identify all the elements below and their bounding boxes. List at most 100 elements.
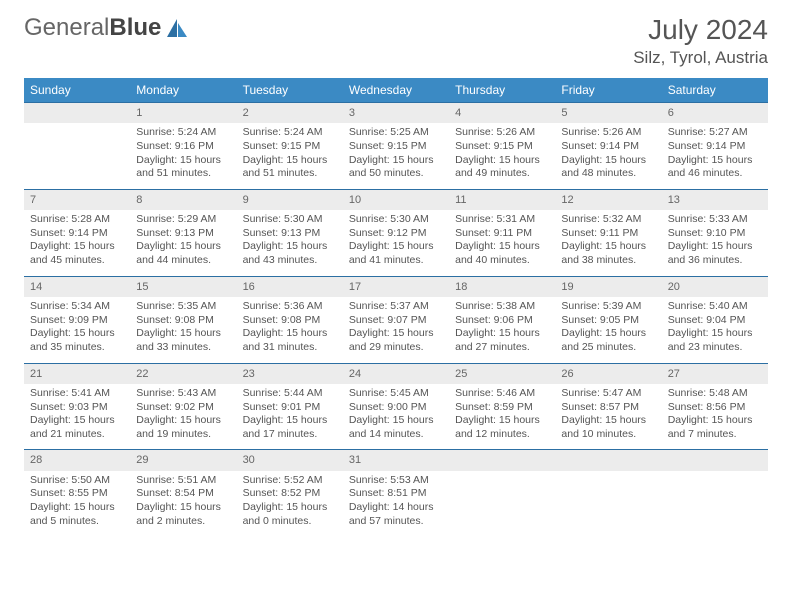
daylight-text: Daylight: 15 hours and 51 minutes. <box>243 154 337 181</box>
day-body: Sunrise: 5:44 AMSunset: 9:01 PMDaylight:… <box>237 384 343 450</box>
weekday-header: Friday <box>555 78 661 102</box>
sunset-text: Sunset: 9:16 PM <box>136 140 230 154</box>
day-number: 16 <box>237 276 343 297</box>
weekday-header: Tuesday <box>237 78 343 102</box>
day-body: Sunrise: 5:31 AMSunset: 9:11 PMDaylight:… <box>449 210 555 276</box>
calendar-day-cell: 30Sunrise: 5:52 AMSunset: 8:52 PMDayligh… <box>237 449 343 536</box>
sunrise-text: Sunrise: 5:26 AM <box>561 126 655 140</box>
day-number: 26 <box>555 363 661 384</box>
sunrise-text: Sunrise: 5:30 AM <box>243 213 337 227</box>
sunrise-text: Sunrise: 5:31 AM <box>455 213 549 227</box>
daylight-text: Daylight: 15 hours and 41 minutes. <box>349 240 443 267</box>
sunset-text: Sunset: 9:08 PM <box>243 314 337 328</box>
calendar-day-cell <box>24 102 130 189</box>
sunset-text: Sunset: 8:54 PM <box>136 487 230 501</box>
calendar-day-cell: 8Sunrise: 5:29 AMSunset: 9:13 PMDaylight… <box>130 189 236 276</box>
calendar-day-cell <box>449 449 555 536</box>
sunrise-text: Sunrise: 5:32 AM <box>561 213 655 227</box>
day-number: 27 <box>662 363 768 384</box>
sunset-text: Sunset: 9:13 PM <box>243 227 337 241</box>
day-number: 10 <box>343 189 449 210</box>
sunrise-text: Sunrise: 5:30 AM <box>349 213 443 227</box>
day-body: Sunrise: 5:24 AMSunset: 9:15 PMDaylight:… <box>237 123 343 189</box>
calendar-week-row: 21Sunrise: 5:41 AMSunset: 9:03 PMDayligh… <box>24 363 768 450</box>
day-body: Sunrise: 5:41 AMSunset: 9:03 PMDaylight:… <box>24 384 130 450</box>
calendar-week-row: 28Sunrise: 5:50 AMSunset: 8:55 PMDayligh… <box>24 449 768 536</box>
day-body: Sunrise: 5:25 AMSunset: 9:15 PMDaylight:… <box>343 123 449 189</box>
sunset-text: Sunset: 9:08 PM <box>136 314 230 328</box>
day-number: 4 <box>449 102 555 123</box>
sunset-text: Sunset: 9:13 PM <box>136 227 230 241</box>
daylight-text: Daylight: 15 hours and 2 minutes. <box>136 501 230 528</box>
page-header: GeneralBlue July 2024 Silz, Tyrol, Austr… <box>24 14 768 68</box>
day-body: Sunrise: 5:45 AMSunset: 9:00 PMDaylight:… <box>343 384 449 450</box>
daylight-text: Daylight: 15 hours and 51 minutes. <box>136 154 230 181</box>
day-body: Sunrise: 5:34 AMSunset: 9:09 PMDaylight:… <box>24 297 130 363</box>
sunrise-text: Sunrise: 5:46 AM <box>455 387 549 401</box>
daylight-text: Daylight: 15 hours and 46 minutes. <box>668 154 762 181</box>
day-number: 1 <box>130 102 236 123</box>
sunrise-text: Sunrise: 5:45 AM <box>349 387 443 401</box>
sunset-text: Sunset: 8:56 PM <box>668 401 762 415</box>
daylight-text: Daylight: 15 hours and 14 minutes. <box>349 414 443 441</box>
day-number: 3 <box>343 102 449 123</box>
calendar-day-cell: 16Sunrise: 5:36 AMSunset: 9:08 PMDayligh… <box>237 276 343 363</box>
sunrise-text: Sunrise: 5:38 AM <box>455 300 549 314</box>
daylight-text: Daylight: 15 hours and 31 minutes. <box>243 327 337 354</box>
sunrise-text: Sunrise: 5:50 AM <box>30 474 124 488</box>
daylight-text: Daylight: 15 hours and 35 minutes. <box>30 327 124 354</box>
sunset-text: Sunset: 9:00 PM <box>349 401 443 415</box>
daylight-text: Daylight: 15 hours and 49 minutes. <box>455 154 549 181</box>
calendar-day-cell: 12Sunrise: 5:32 AMSunset: 9:11 PMDayligh… <box>555 189 661 276</box>
logo: GeneralBlue <box>24 14 189 42</box>
day-body <box>449 471 555 527</box>
sunset-text: Sunset: 9:15 PM <box>349 140 443 154</box>
daylight-text: Daylight: 15 hours and 7 minutes. <box>668 414 762 441</box>
sunset-text: Sunset: 9:02 PM <box>136 401 230 415</box>
day-number: 13 <box>662 189 768 210</box>
sunrise-text: Sunrise: 5:51 AM <box>136 474 230 488</box>
sunset-text: Sunset: 9:05 PM <box>561 314 655 328</box>
calendar-day-cell: 7Sunrise: 5:28 AMSunset: 9:14 PMDaylight… <box>24 189 130 276</box>
month-title: July 2024 <box>633 14 768 46</box>
sunrise-text: Sunrise: 5:37 AM <box>349 300 443 314</box>
location: Silz, Tyrol, Austria <box>633 48 768 68</box>
calendar-day-cell: 15Sunrise: 5:35 AMSunset: 9:08 PMDayligh… <box>130 276 236 363</box>
day-number: 12 <box>555 189 661 210</box>
logo-part1: General <box>24 14 109 41</box>
day-body: Sunrise: 5:36 AMSunset: 9:08 PMDaylight:… <box>237 297 343 363</box>
daylight-text: Daylight: 15 hours and 25 minutes. <box>561 327 655 354</box>
sunset-text: Sunset: 8:51 PM <box>349 487 443 501</box>
calendar-day-cell: 4Sunrise: 5:26 AMSunset: 9:15 PMDaylight… <box>449 102 555 189</box>
weekday-header: Wednesday <box>343 78 449 102</box>
calendar-day-cell: 28Sunrise: 5:50 AMSunset: 8:55 PMDayligh… <box>24 449 130 536</box>
calendar-day-cell: 22Sunrise: 5:43 AMSunset: 9:02 PMDayligh… <box>130 363 236 450</box>
calendar-day-cell: 23Sunrise: 5:44 AMSunset: 9:01 PMDayligh… <box>237 363 343 450</box>
day-body <box>662 471 768 527</box>
daylight-text: Daylight: 15 hours and 40 minutes. <box>455 240 549 267</box>
daylight-text: Daylight: 15 hours and 45 minutes. <box>30 240 124 267</box>
daylight-text: Daylight: 15 hours and 43 minutes. <box>243 240 337 267</box>
day-number <box>449 449 555 470</box>
calendar-day-cell: 26Sunrise: 5:47 AMSunset: 8:57 PMDayligh… <box>555 363 661 450</box>
sunset-text: Sunset: 9:09 PM <box>30 314 124 328</box>
sunrise-text: Sunrise: 5:39 AM <box>561 300 655 314</box>
day-number: 8 <box>130 189 236 210</box>
day-number: 15 <box>130 276 236 297</box>
calendar-day-cell: 18Sunrise: 5:38 AMSunset: 9:06 PMDayligh… <box>449 276 555 363</box>
day-body: Sunrise: 5:24 AMSunset: 9:16 PMDaylight:… <box>130 123 236 189</box>
sunrise-text: Sunrise: 5:34 AM <box>30 300 124 314</box>
calendar-day-cell: 29Sunrise: 5:51 AMSunset: 8:54 PMDayligh… <box>130 449 236 536</box>
day-body: Sunrise: 5:33 AMSunset: 9:10 PMDaylight:… <box>662 210 768 276</box>
sunrise-text: Sunrise: 5:52 AM <box>243 474 337 488</box>
sunrise-text: Sunrise: 5:41 AM <box>30 387 124 401</box>
sunrise-text: Sunrise: 5:40 AM <box>668 300 762 314</box>
day-body: Sunrise: 5:28 AMSunset: 9:14 PMDaylight:… <box>24 210 130 276</box>
calendar-header-row: SundayMondayTuesdayWednesdayThursdayFrid… <box>24 78 768 102</box>
sunset-text: Sunset: 9:14 PM <box>561 140 655 154</box>
day-body: Sunrise: 5:26 AMSunset: 9:15 PMDaylight:… <box>449 123 555 189</box>
calendar-day-cell: 17Sunrise: 5:37 AMSunset: 9:07 PMDayligh… <box>343 276 449 363</box>
daylight-text: Daylight: 15 hours and 19 minutes. <box>136 414 230 441</box>
day-body: Sunrise: 5:30 AMSunset: 9:12 PMDaylight:… <box>343 210 449 276</box>
day-body: Sunrise: 5:51 AMSunset: 8:54 PMDaylight:… <box>130 471 236 537</box>
